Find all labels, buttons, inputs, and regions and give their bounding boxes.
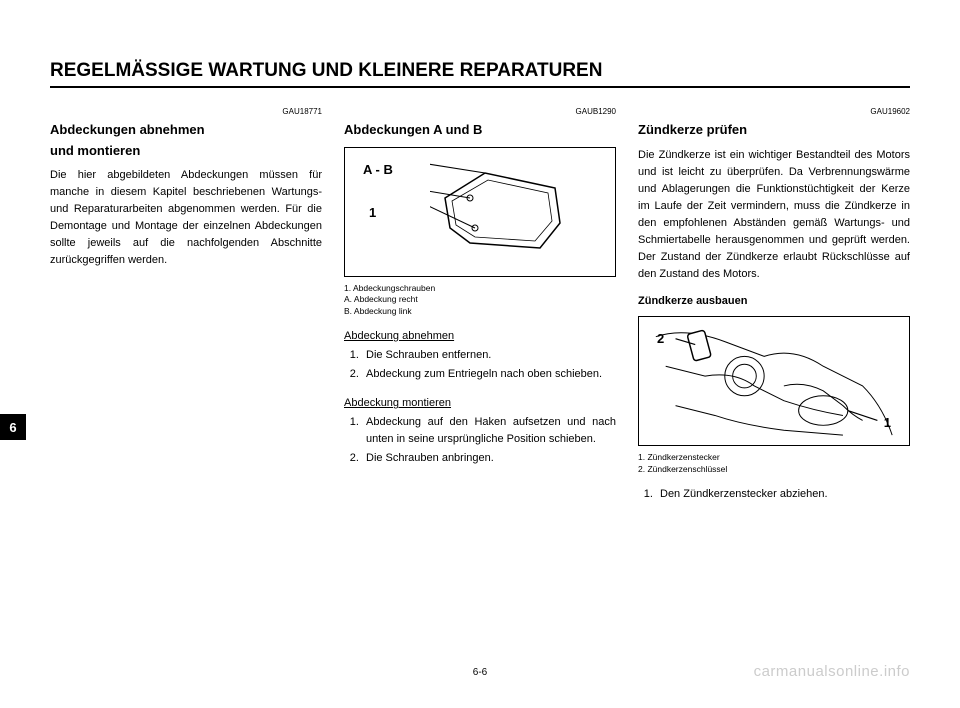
watermark: carmanualsonline.info: [754, 663, 910, 680]
list-item: Den Zündkerzenstecker abziehen.: [656, 486, 910, 503]
section-title-1: Abdeckungen abnehmen und montieren: [50, 120, 322, 160]
page-number: 6-6: [473, 667, 487, 678]
remove-steps: Die Schrauben entfernen. Abdeckung zum E…: [344, 347, 616, 383]
title-line-2: und montieren: [50, 143, 140, 158]
subsection-install: Abdeckung montieren: [344, 395, 616, 412]
list-item: Die Schrauben entfernen.: [362, 347, 616, 364]
column-1: GAU18771 Abdeckungen abnehmen und montie…: [50, 106, 322, 505]
figure-label-1: 1: [369, 203, 376, 223]
doc-code-2: GAUB1290: [344, 106, 616, 118]
content-columns: GAU18771 Abdeckungen abnehmen und montie…: [50, 106, 910, 505]
doc-code-3: GAU19602: [638, 106, 910, 118]
title-line-1: Abdeckungen abnehmen: [50, 122, 205, 137]
doc-code-1: GAU18771: [50, 106, 322, 118]
list-item: Abdeckung zum Entriegeln nach oben schie…: [362, 366, 616, 383]
caption2-line-1: 1. Zündkerzenstecker: [638, 452, 720, 462]
column-2: GAUB1290 Abdeckungen A und B A - B 1 1.: [344, 106, 616, 505]
sparkplug-diagram-icon: [639, 317, 909, 445]
figure2-label-1: 1: [884, 413, 891, 433]
page-title: REGELMÄSSIGE WARTUNG UND KLEINERE REPARA…: [50, 60, 910, 88]
caption2-line-2: 2. Zündkerzenschlüssel: [638, 464, 727, 474]
figure2-label-2: 2: [657, 329, 664, 349]
chapter-tab: 6: [0, 414, 26, 440]
section-title-3: Zündkerze prüfen: [638, 120, 910, 140]
list-item: Die Schrauben anbringen.: [362, 450, 616, 467]
figure-1-caption: 1. Abdeckungschrauben A. Abdeckung recht…: [344, 283, 616, 319]
figure-label-ab: A - B: [363, 160, 393, 180]
install-steps: Abdeckung auf den Haken aufsetzen und na…: [344, 414, 616, 467]
body-text-3: Die Zündkerze ist ein wichtiger Bestandt…: [638, 147, 910, 283]
body-text-1: Die hier abgebildeten Abdeckungen müssen…: [50, 167, 322, 269]
manual-page: REGELMÄSSIGE WARTUNG UND KLEINERE REPARA…: [0, 0, 960, 708]
section-title-2: Abdeckungen A und B: [344, 120, 616, 140]
figure-sparkplug: 2 1: [638, 316, 910, 446]
cover-diagram-icon: [430, 163, 570, 258]
sub-heading-sparkplug: Zündkerze ausbauen: [638, 293, 910, 310]
figure-panel-cover: A - B 1: [344, 147, 616, 277]
list-item: Abdeckung auf den Haken aufsetzen und na…: [362, 414, 616, 448]
sparkplug-steps: Den Zündkerzenstecker abziehen.: [638, 486, 910, 503]
figure-2-caption: 1. Zündkerzenstecker 2. Zündkerzenschlüs…: [638, 452, 910, 476]
column-3: GAU19602 Zündkerze prüfen Die Zündkerze …: [638, 106, 910, 505]
subsection-remove: Abdeckung abnehmen: [344, 328, 616, 345]
caption-line-1: 1. Abdeckungschrauben: [344, 283, 435, 293]
caption-line-a: A. Abdeckung recht: [344, 294, 418, 304]
caption-line-b: B. Abdeckung link: [344, 306, 412, 316]
